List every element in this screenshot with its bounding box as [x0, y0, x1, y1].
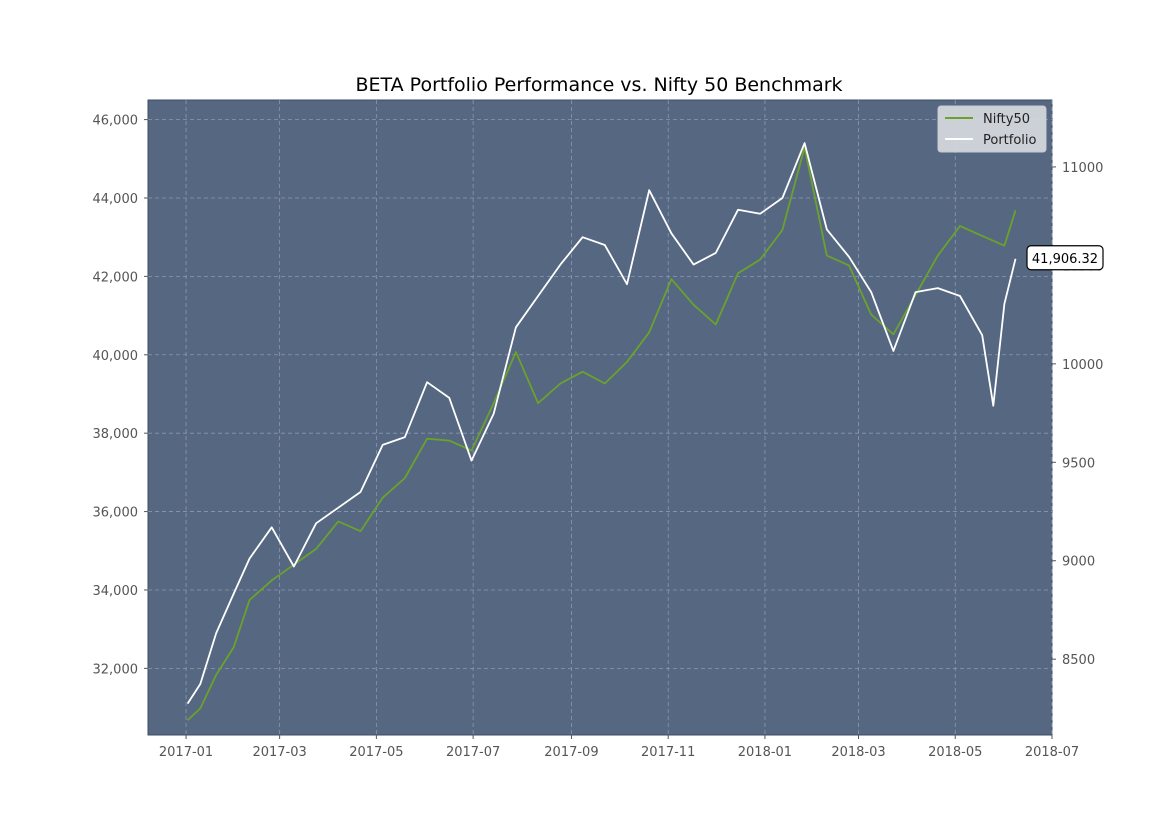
y-right-tick-label: 8500	[1062, 653, 1095, 668]
x-tick-label: 2017-09	[544, 745, 598, 760]
legend-label-nifty50: Nifty50	[983, 112, 1030, 127]
x-tick-label: 2018-01	[738, 745, 792, 760]
x-tick-label: 2017-11	[641, 745, 695, 760]
x-tick-label: 2018-07	[1025, 745, 1079, 760]
y-right-tick-label: 9000	[1062, 555, 1095, 570]
y-right-tick-label: 11000	[1062, 161, 1103, 176]
y-right-tick-label: 9500	[1062, 456, 1095, 471]
series-line-portfolio	[186, 142, 1017, 705]
x-tick-label: 2018-03	[831, 745, 885, 760]
annotation-label: 41,906.32	[1032, 252, 1098, 267]
y-left-tick-label: 46,000	[93, 114, 139, 129]
y-right-tick-label: 10000	[1062, 358, 1103, 373]
legend-label-portfolio: Portfolio	[983, 133, 1037, 148]
x-tick-label: 2017-05	[349, 745, 403, 760]
y-left-tick-label: 32,000	[93, 662, 139, 677]
x-tick-label: 2017-07	[446, 745, 500, 760]
annotation-box	[1026, 245, 1104, 271]
y-left-tick-label: 42,000	[93, 270, 139, 285]
y-left-tick-label: 38,000	[93, 427, 139, 442]
y-left-tick-label: 34,000	[93, 584, 139, 599]
series-line-nifty50	[186, 146, 1017, 721]
legend: Nifty50 Portfolio	[937, 105, 1047, 153]
y-left-tick-label: 44,000	[93, 192, 139, 207]
y-left-tick-label: 36,000	[93, 506, 139, 521]
x-tick-label: 2017-03	[252, 745, 306, 760]
x-tick-label: 2018-05	[928, 745, 982, 760]
x-tick-label: 2017-01	[159, 745, 213, 760]
y-left-tick-label: 40,000	[93, 349, 139, 364]
plot-area	[147, 99, 1053, 736]
chart-title: BETA Portfolio Performance vs. Nifty 50 …	[355, 74, 842, 96]
